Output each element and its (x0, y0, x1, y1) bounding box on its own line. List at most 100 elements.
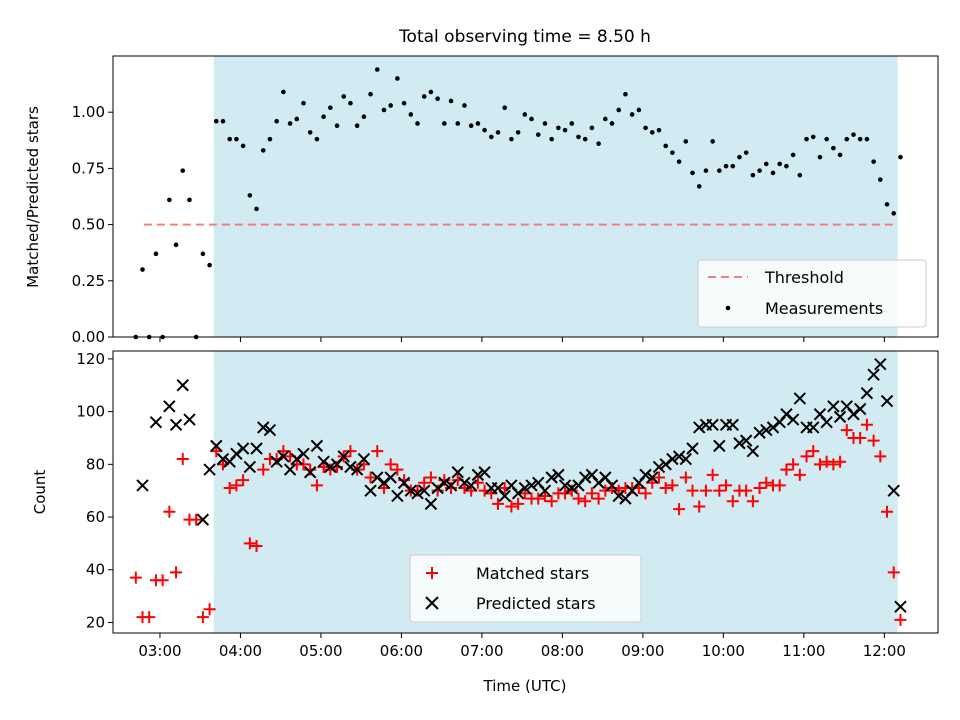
predicted-star-point (612, 489, 625, 503)
matched-star-point (894, 613, 907, 626)
predicted-star-point (766, 421, 780, 434)
predicted-star-point (807, 421, 820, 434)
measurement-point (710, 139, 715, 144)
measurement-point (515, 130, 521, 135)
predicted-star-point (163, 400, 176, 413)
measurement-point (864, 136, 870, 142)
predicted-star-point (411, 487, 424, 500)
predicted-star-point (545, 471, 558, 484)
measurement-point (213, 118, 219, 124)
predicted-star-point (498, 489, 511, 503)
predicted-star-point (760, 423, 773, 437)
predicted-star-point (277, 450, 290, 463)
matched-star-point (559, 487, 572, 500)
measurement-point (374, 67, 380, 72)
matched-star-point (773, 479, 786, 492)
predicted-star-point (679, 452, 693, 466)
predicted-star-point (820, 415, 833, 429)
predicted-star-point (726, 418, 739, 432)
matched-star-point (492, 497, 504, 510)
predicted-star-point (371, 471, 384, 484)
predicted-star-point (525, 479, 538, 492)
measurement-point (180, 168, 186, 173)
measurement-point (576, 134, 581, 140)
measurement-point (569, 121, 575, 126)
matched-star-point (579, 495, 592, 508)
predicted-star-point (350, 463, 364, 476)
measurement-point (247, 193, 253, 198)
measurement-point (442, 121, 447, 126)
measurement-point (643, 125, 648, 131)
measurement-point (824, 136, 829, 142)
measurement-point (287, 121, 293, 126)
predicted-star-point (592, 476, 605, 489)
measurement-point (844, 136, 850, 142)
matched-star-point (310, 479, 323, 492)
y-tick-label: 0.25 (72, 272, 105, 290)
measurement-point (670, 150, 675, 155)
matched-star-point (753, 482, 766, 495)
matched-star-point (720, 479, 733, 492)
measurement-point (636, 107, 642, 113)
predicted-star-point (310, 439, 324, 453)
matched-star-point (257, 463, 270, 476)
x-tick-label: 11:00 (782, 642, 825, 660)
top-panel-legend: Threshold Measurements (697, 259, 927, 328)
predicted-star-point (552, 468, 565, 482)
measurement-point (757, 168, 762, 173)
predicted-star-point (176, 379, 189, 392)
legend-predicted-label: Predicted stars (476, 594, 596, 613)
measurement-point (234, 136, 239, 142)
matched-star-point (176, 453, 189, 466)
measurement-point (468, 123, 474, 128)
predicted-star-point (706, 418, 719, 432)
predicted-star-point (210, 439, 223, 453)
predicted-star-point (418, 484, 431, 497)
predicted-star-point (458, 476, 471, 489)
predicted-star-point (860, 386, 874, 400)
bottom-panel-legend: Matched stars Predicted stars (409, 554, 642, 623)
matched-star-point (679, 471, 692, 484)
measurement-point (851, 132, 856, 137)
measurement-point (207, 262, 212, 268)
measurement-point (529, 116, 534, 122)
predicted-star-point (867, 368, 880, 381)
predicted-star-point (324, 460, 337, 474)
measurement-point (683, 139, 689, 144)
measurement-point (361, 114, 367, 119)
measurement-point (817, 154, 823, 160)
predicted-star-point (431, 481, 444, 495)
predicted-star-point (511, 487, 525, 500)
measurement-point (140, 267, 145, 272)
measurement-point (395, 76, 400, 81)
bottom-panel-y-ticks: 20 40 60 80 100 120 (76, 350, 113, 631)
predicted-star-point (464, 479, 478, 492)
measurement-point (703, 168, 709, 173)
measurement-point (891, 211, 897, 216)
measurement-point (488, 134, 494, 140)
predicted-star-point (672, 450, 686, 463)
top-panel-y-ticks: 0.00 0.25 0.50 0.75 1.00 (72, 103, 113, 346)
matched-star-point (867, 434, 880, 447)
matched-star-point (666, 479, 679, 492)
measurement-point (455, 121, 461, 126)
matched-star-point (780, 463, 793, 476)
predicted-star-point (203, 463, 216, 476)
matched-star-point (391, 463, 404, 476)
bottom-panel-frame (112, 350, 939, 634)
measurement-point (321, 114, 326, 119)
predicted-star-point (136, 479, 149, 492)
predicted-star-point (578, 471, 592, 484)
matched-star-point (746, 495, 759, 508)
matched-star-point (424, 471, 437, 484)
predicted-star-point (780, 408, 793, 421)
x-tick-label: 03:00 (138, 642, 181, 660)
measurement-point (623, 91, 628, 97)
predicted-star-point (283, 463, 297, 476)
predicted-star-point (753, 426, 766, 439)
predicted-star-point (317, 455, 330, 468)
matched-star-point (659, 482, 672, 495)
legend-matched-label: Matched stars (476, 564, 589, 583)
predicted-star-point (639, 468, 652, 482)
measurement-point (502, 105, 508, 111)
